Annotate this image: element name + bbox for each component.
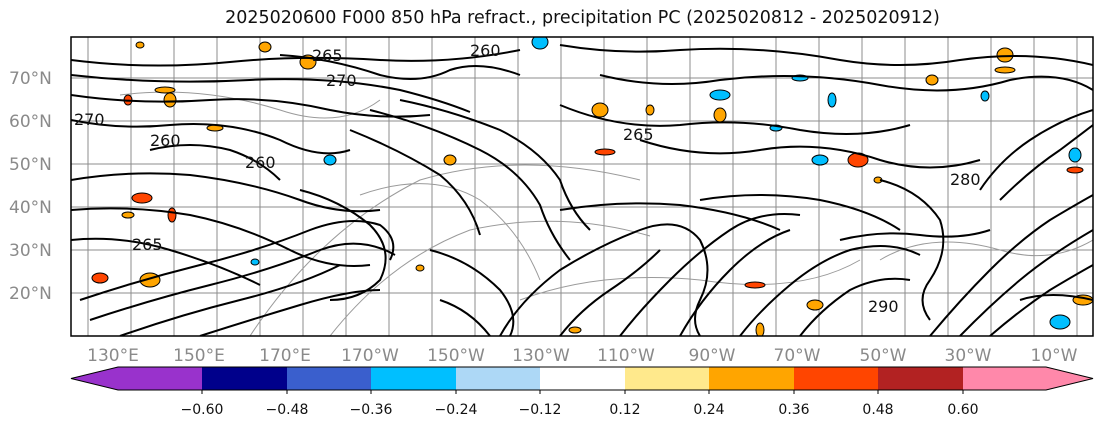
lat-label: 30°N: [9, 241, 52, 261]
contour-label-260: 260: [150, 131, 181, 150]
lat-label: 50°N: [9, 155, 52, 175]
precipitation-patch: [154, 86, 176, 94]
precipitation-patch: [1066, 166, 1084, 174]
precipitation-patch: [121, 211, 135, 219]
contour-labels: 265 260 270 260 265 270 260 265 280 290: [74, 41, 981, 316]
colorbar-segment: [709, 367, 794, 390]
colorbar-segment: [456, 367, 540, 390]
precipitation-patch: [250, 258, 260, 266]
contour-label-260: 260: [470, 41, 501, 60]
latitude-labels: 70°N 60°N 50°N 40°N 30°N 20°N: [9, 69, 52, 304]
precipitation-patch: [258, 41, 272, 53]
lon-label: 90°W: [689, 346, 736, 366]
precipitation-patch: [163, 92, 177, 108]
precipitation-patch: [806, 299, 824, 311]
lat-label: 40°N: [9, 198, 52, 218]
precipitation-patch: [323, 154, 337, 166]
colorbar-tick-label: 0.12: [609, 402, 640, 418]
colorbar-tick-label: 0.36: [778, 402, 809, 418]
precipitation-patch: [645, 104, 655, 116]
precipitation-patch: [1049, 314, 1071, 330]
contour-label-270: 270: [326, 71, 357, 90]
colorbar-segment: [287, 367, 371, 390]
contour-label-265: 265: [623, 125, 654, 144]
contour-label-290: 290: [868, 297, 899, 316]
lat-label: 60°N: [9, 112, 52, 132]
map-panel: [71, 37, 1093, 336]
precipitation-patch: [531, 37, 549, 50]
lon-label: 70°W: [774, 346, 821, 366]
colorbar-tick-label: 0.24: [693, 402, 724, 418]
colorbar-tick-label: 0.60: [947, 402, 978, 418]
precipitation-patch: [591, 102, 609, 118]
lon-label: 150°E: [173, 346, 225, 366]
lon-label: 10°W: [1031, 346, 1078, 366]
lon-label: 110°W: [597, 346, 655, 366]
contour-label-280: 280: [950, 170, 981, 189]
map-title: 2025020600 F000 850 hPa refract., precip…: [225, 8, 940, 28]
precipitation-patch: [135, 41, 145, 49]
refractivity-contours: [71, 44, 1093, 336]
longitude-labels: 130°E 150°E 170°E 170°W 150°W 130°W 110°…: [87, 346, 1078, 366]
colorbar-tick-label: −0.24: [435, 402, 478, 418]
precipitation-patch: [415, 264, 425, 272]
precipitation-patch: [744, 281, 766, 289]
precipitation-patch: [713, 107, 727, 123]
colorbar: [70, 366, 1094, 394]
lon-label: 30°W: [945, 346, 992, 366]
colorbar-tick-labels: −0.60 −0.48 −0.36 −0.24 −0.12 0.12 0.24 …: [181, 402, 979, 418]
colorbar-outline: [70, 366, 1094, 391]
graticule: [71, 37, 1093, 336]
contour-label-265: 265: [132, 235, 163, 254]
precipitation-patch: [996, 47, 1014, 63]
colorbar-tick-label: −0.36: [350, 402, 393, 418]
precipitation-patch: [980, 90, 990, 102]
colorbar-segment: [371, 367, 456, 390]
colorbar-tick-label: −0.60: [181, 402, 224, 418]
precipitation-patch: [91, 272, 109, 284]
precipitation-patch: [811, 154, 829, 166]
colorbar-tick-label: −0.12: [519, 402, 562, 418]
precipitation-patch: [1068, 147, 1082, 163]
precipitation-patch: [925, 74, 939, 86]
colorbar-segment-extend-high: [963, 367, 1093, 390]
lon-label: 50°W: [860, 346, 907, 366]
precipitation-patch: [131, 192, 153, 204]
colorbar-tick-label: 0.48: [862, 402, 893, 418]
precipitation-patch: [443, 154, 457, 166]
precipitation-patch: [167, 207, 177, 223]
lat-label: 20°N: [9, 284, 52, 304]
colorbar-segment: [540, 367, 625, 390]
lat-label: 70°N: [9, 69, 52, 89]
colorbar-tick-label: −0.48: [266, 402, 309, 418]
lon-label: 130°E: [87, 346, 139, 366]
lon-label: 150°W: [427, 346, 485, 366]
colorbar-segment: [625, 367, 709, 390]
precipitation-patch: [709, 89, 731, 101]
precipitation-patch: [594, 148, 616, 156]
precipitation-patch: [827, 92, 837, 108]
lon-label: 170°W: [341, 346, 399, 366]
precipitation-patch: [994, 66, 1016, 74]
colorbar-segment-extend-low: [71, 367, 202, 390]
lon-label: 130°W: [512, 346, 570, 366]
contour-label-260: 260: [245, 153, 276, 172]
contour-label-270: 270: [74, 110, 105, 129]
colorbar-segment: [202, 367, 287, 390]
colorbar-segment: [878, 367, 963, 390]
map-border: [70, 36, 1094, 337]
contour-label-265: 265: [312, 46, 343, 65]
precipitation-patch: [568, 326, 582, 334]
colorbar-segment: [794, 367, 878, 390]
lon-label: 170°E: [259, 346, 311, 366]
precipitation-patch: [755, 322, 765, 336]
